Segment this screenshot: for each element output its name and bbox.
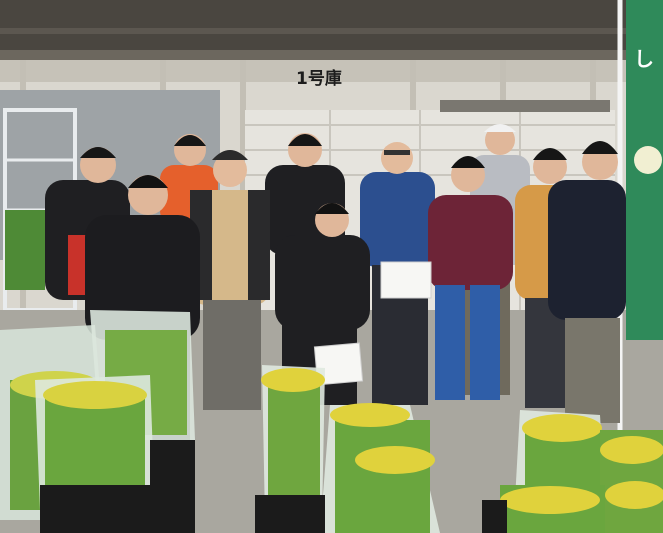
paper-sheet bbox=[380, 261, 432, 299]
flower-bundle bbox=[500, 485, 605, 533]
flower-bundle bbox=[515, 410, 605, 500]
paper-sheet bbox=[313, 342, 364, 386]
flower-bundle bbox=[261, 365, 325, 520]
banner-glyph: し bbox=[634, 47, 654, 71]
black-bucket bbox=[482, 500, 507, 533]
warehouse-sign: 1号庫 bbox=[296, 68, 342, 89]
flower-bundle bbox=[320, 403, 440, 533]
person bbox=[428, 156, 513, 400]
person bbox=[548, 141, 626, 423]
black-bucket bbox=[255, 495, 325, 533]
black-bucket bbox=[40, 485, 150, 533]
flower-bundle bbox=[600, 430, 663, 533]
black-bucket bbox=[150, 440, 195, 533]
